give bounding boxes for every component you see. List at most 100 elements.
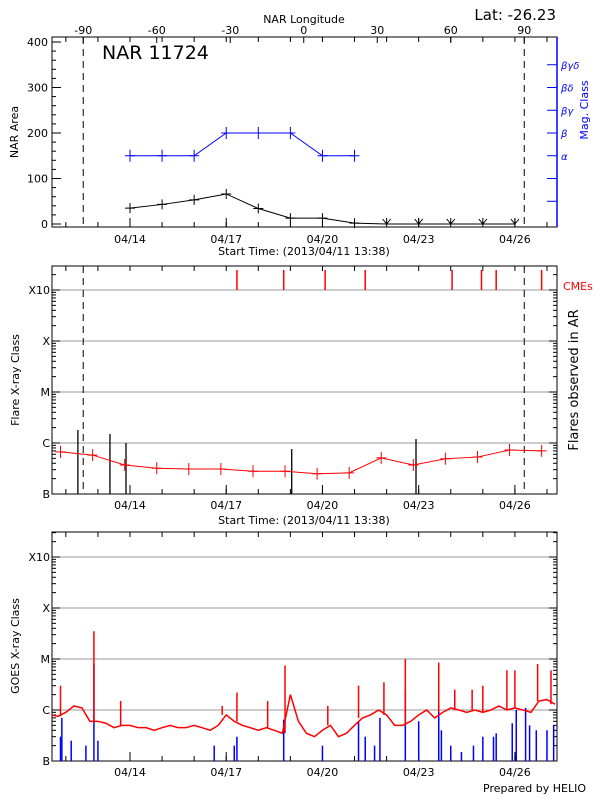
y2-axis-title: Flares observed in AR [567,309,582,450]
cme-label: CMEs [563,280,593,293]
y-tick-label: C [42,437,50,450]
y-axis-title: NAR Area [8,106,21,158]
flare-class-point [183,462,194,475]
flare-class-point [312,467,323,480]
flare-class-point [215,462,226,475]
longitude-tick-label: 30 [370,24,384,37]
goes-long-line [51,694,556,738]
x-axis-title: Start Time: (2013/04/11 13:38) [218,245,390,258]
mag-class-label: βγ [560,106,574,117]
x-axis-title: Start Time: (2013/04/11 13:38) [218,514,390,527]
y-tick-label: 200 [27,127,48,140]
mag-class-point [189,149,200,162]
lat-label: Lat: -26.23 [474,6,556,24]
nar-area-point [125,203,136,214]
y-tick-label: X [42,335,50,348]
nar-area-zero-marker [382,218,391,225]
plot-frame [51,531,558,762]
y-tick-label: C [42,704,50,717]
mag-class-label: α [561,152,568,163]
y-tick-label: M [41,386,51,399]
mag-class-label: βγδ [560,61,579,72]
x-tick-label: 04/23 [403,766,435,779]
flare-class-point [87,449,98,462]
mag-class-label: βδ [560,84,574,95]
flare-class-point [408,459,419,472]
flare-class-point [376,451,387,464]
y-tick-label: X [42,602,50,615]
flare-class-point [247,465,258,478]
y-tick-label: X10 [28,551,50,564]
nar-area-zero-marker [510,218,520,225]
y-tick-label: B [42,488,50,501]
longitude-tick-label: -90 [74,24,92,37]
flare-class-point [119,459,130,472]
x-tick-label: 04/26 [499,766,531,779]
x-tick-label: 04/20 [307,499,339,512]
y-tick-label: 400 [27,36,48,49]
flare-class-point [536,444,547,457]
nar-area-zero-marker [414,218,424,225]
flare-class-point [504,443,515,456]
x-tick-label: 04/17 [210,766,242,779]
panel-title: NAR 11724 [102,42,209,64]
x-tick-label: 04/20 [307,233,339,246]
longitude-tick-label: 60 [444,24,458,37]
x-tick-label: 04/26 [499,233,531,246]
top-axis-title: NAR Longitude [263,13,345,26]
longitude-tick-label: 0 [300,24,307,37]
mag-class-point [349,149,360,162]
x-tick-label: 04/23 [403,233,435,246]
nar-area-zero-marker [446,218,456,225]
x-tick-label: 04/20 [307,766,339,779]
y-axis-title: Flare X-ray Class [9,334,22,426]
y-tick-label: 0 [41,218,48,231]
y-axis-title: GOES X-ray Class [9,598,22,694]
mag-class-point [285,127,296,139]
nar-area-point [349,218,360,229]
x-tick-label: 04/23 [403,499,435,512]
x-tick-label: 04/14 [114,233,146,246]
mag-class-label: β [560,129,568,140]
footer-credit: Prepared by HELIO [483,782,586,795]
flare-class-point [151,462,162,475]
nar-area-panel: 0 100 200 300 400 α β βγ βδ βγδ -90 -60 -30 0 30 60 90 04… [27,24,579,246]
flare-class-point [55,445,66,458]
flare-class-point [280,465,291,478]
y-tick-label: 100 [27,173,48,186]
nar-area-point [157,199,168,210]
flare-class-point [344,466,355,479]
plot-frame [51,265,558,495]
y-tick-label: X10 [28,284,50,297]
y-tick-label: 300 [27,82,48,95]
plot-frame [51,36,558,228]
y-tick-label: B [42,755,50,768]
x-tick-label: 04/17 [210,499,242,512]
flare-class-point [440,452,451,465]
nar-area-point [221,188,232,199]
y-tick-label: M [41,653,51,666]
nar-area-point [189,194,200,205]
mag-class-point [125,149,136,162]
flare-class-line [60,449,542,475]
mag-class-point [253,127,264,139]
nar-area-point [285,213,296,224]
goes-xray-panel: B C M X X10 04/14 04/17 04/20 04/23 04/26 [28,531,558,779]
flare-class-point [472,451,483,464]
flare-class-panel: B C M X X10 04/14 04/17 04/20 04/23 04/26 [28,265,558,512]
x-tick-label: 04/14 [114,766,146,779]
mag-class-point [317,149,328,162]
longitude-tick-label: 90 [517,24,531,37]
mag-class-point [157,149,168,162]
longitude-tick-label: -60 [148,24,166,37]
y2-axis-title: Mag. Class [578,80,591,139]
nar-area-zero-marker [478,218,488,225]
nar-area-point [253,203,264,214]
longitude-tick-label: -30 [221,24,239,37]
x-tick-label: 04/26 [499,499,531,512]
x-tick-label: 04/14 [114,499,146,512]
mag-class-point [221,127,232,139]
nar-area-point [317,213,328,224]
x-tick-label: 04/17 [210,233,242,246]
mag-class-line [130,132,355,157]
